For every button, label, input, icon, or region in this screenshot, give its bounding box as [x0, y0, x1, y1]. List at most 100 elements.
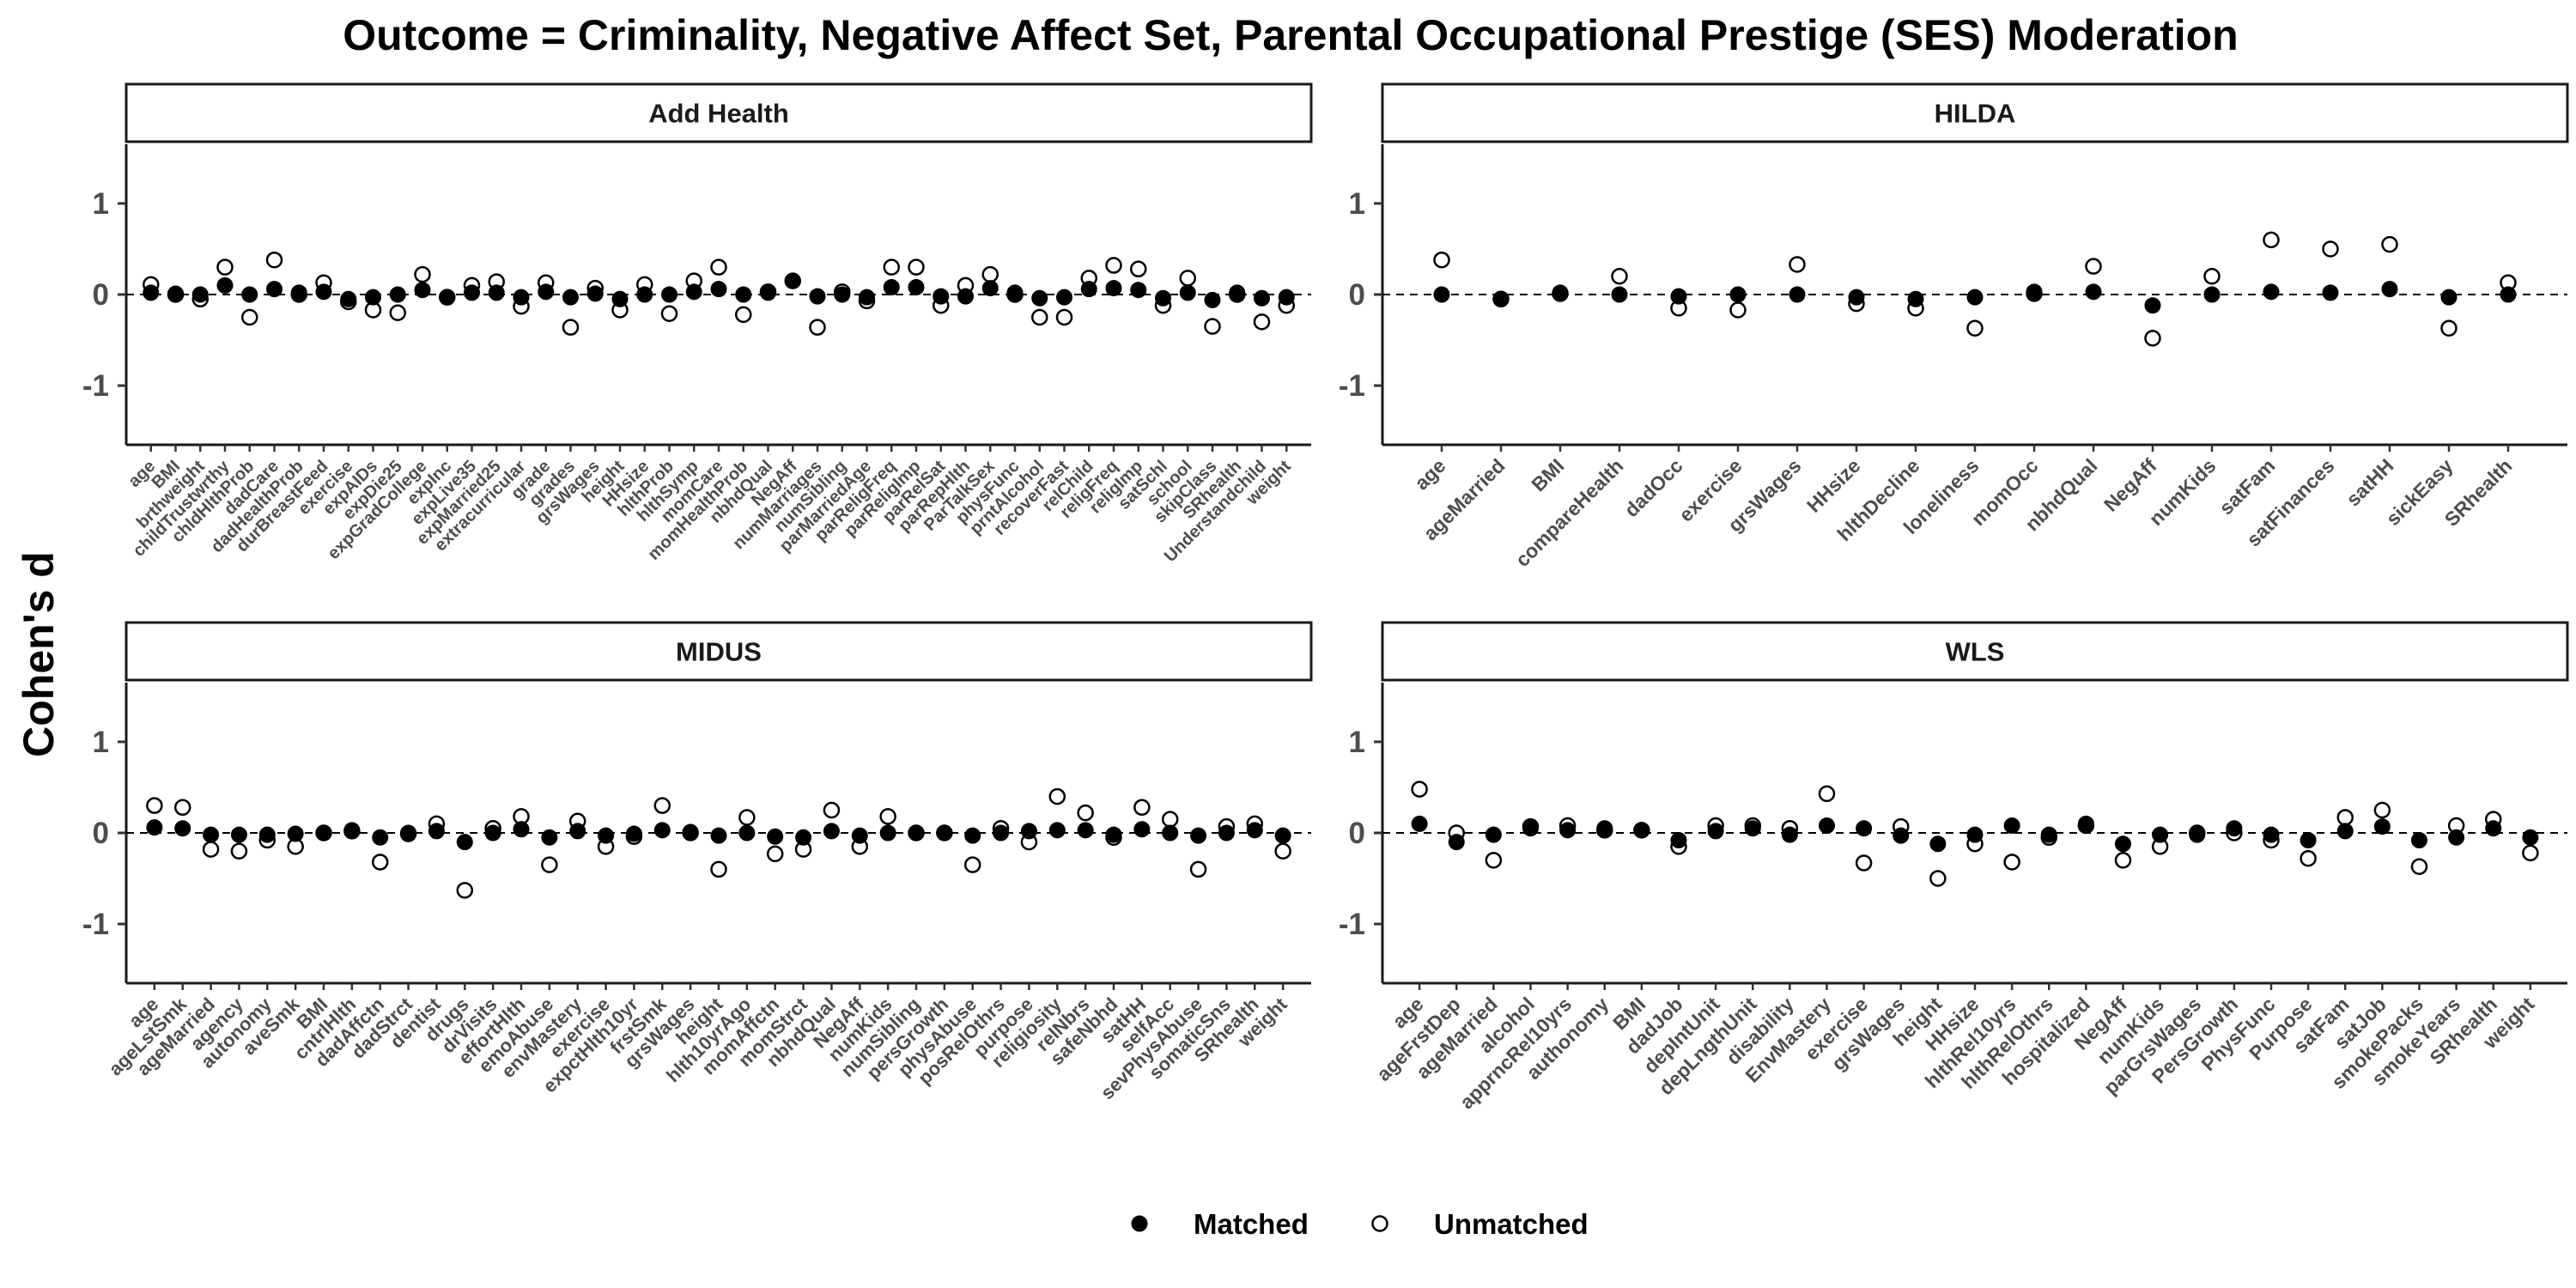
point-matched-numsibling — [834, 286, 851, 303]
point-matched-safenbhd — [1105, 826, 1122, 843]
point-matched-grades — [562, 289, 579, 306]
legend-label: Matched — [1194, 1208, 1309, 1240]
point-matched-grswages — [1893, 827, 1910, 844]
point-unmatched-physabuse — [963, 856, 981, 873]
point-matched-hlthrel10yrs — [2003, 817, 2020, 835]
point-unmatched-satjob — [2373, 801, 2391, 819]
point-unmatched-agelstsmk — [173, 799, 191, 817]
point-unmatched-childtrustwrthy — [216, 258, 234, 276]
point-matched-exercise — [1729, 286, 1747, 303]
point-unmatched-hlthrel10yrs — [2003, 854, 2020, 871]
point-matched-expaids — [365, 289, 381, 306]
point-matched-srhealth — [1229, 284, 1246, 301]
point-matched-age — [146, 819, 163, 836]
point-unmatched-smokepacks — [2410, 858, 2428, 875]
point-matched-hhsize — [1966, 826, 1984, 843]
point-matched-grswages — [682, 823, 699, 841]
point-unmatched-satfam — [2263, 231, 2280, 249]
point-matched-religimp — [1130, 282, 1147, 299]
point-matched-disability — [1781, 826, 1798, 843]
point-matched-parreligfreq — [883, 279, 900, 296]
point-matched-dadjob — [1670, 831, 1687, 848]
point-matched-smokepacks — [2411, 831, 2427, 848]
point-matched-expdie25 — [389, 286, 406, 303]
point-unmatched-prntalcohol — [1031, 308, 1048, 326]
point-unmatched-agemarried — [202, 841, 220, 858]
point-unmatched-momhealthprob — [735, 306, 752, 324]
point-unmatched-religiosity — [1048, 787, 1066, 805]
point-matched-envmastery — [569, 823, 586, 840]
point-matched-bmi — [1633, 822, 1650, 839]
point-unmatched-recoverfast — [1055, 308, 1073, 326]
point-unmatched-partalksex — [981, 265, 999, 283]
point-matched-weight — [1274, 827, 1291, 844]
point-matched-numkids — [2152, 826, 2169, 843]
y-tick-label: 0 — [93, 278, 109, 312]
point-matched-height — [611, 290, 629, 307]
y-tick-label: -1 — [82, 908, 109, 941]
point-unmatched-sathh — [1133, 799, 1151, 817]
point-unmatched-nbhdqual — [823, 801, 841, 819]
point-matched-loneliness — [1966, 289, 1984, 306]
point-matched-dadcare — [266, 281, 283, 298]
y-tick-label: -1 — [82, 369, 109, 403]
point-unmatched-weight — [1274, 842, 1291, 860]
point-matched-exercise — [1856, 820, 1873, 837]
point-matched-efforthlth — [513, 821, 530, 838]
point-matched-dentist — [428, 823, 445, 840]
point-unmatched-dadaffctn — [371, 854, 389, 871]
panel-strip — [125, 82, 1313, 143]
point-matched-age — [1433, 286, 1450, 303]
point-matched-brthweight — [191, 286, 209, 303]
point-unmatched-momcare — [710, 258, 727, 276]
panel-strip-label: HILDA — [1935, 99, 2016, 129]
point-matched-negaff — [2115, 835, 2131, 853]
point-matched-hospitalized — [2077, 815, 2094, 832]
point-matched-srhealth — [1246, 822, 1263, 839]
point-unmatched-negaff — [2144, 330, 2161, 347]
point-matched-somaticsns — [1218, 824, 1235, 841]
point-unmatched-expdie25 — [389, 304, 406, 321]
point-unmatched-parreligfreq — [883, 258, 900, 276]
point-unmatched-relnbrs — [1077, 804, 1094, 822]
point-unmatched-chldhlthprob — [241, 308, 258, 326]
point-unmatched-age — [1433, 251, 1450, 269]
point-matched-expinc — [439, 289, 456, 306]
panel-strip-label: Add Health — [648, 99, 789, 129]
point-matched-religiosity — [1048, 822, 1066, 839]
y-axis-label: Cohen's d — [15, 551, 63, 757]
point-matched-momocc — [2026, 283, 2043, 301]
panel-add-health: Add Health-101ageBMIbrthweightchildTrust… — [82, 82, 1313, 566]
point-matched-physfunc — [1006, 284, 1024, 301]
point-matched-numkids — [879, 824, 896, 841]
legend-item-matched: Matched — [1131, 1208, 1309, 1240]
point-matched-grswages — [586, 285, 604, 302]
point-unmatched-religfreq — [1105, 257, 1122, 274]
point-matched-hlthrelothrs — [2040, 826, 2057, 843]
point-matched-recoverfast — [1056, 289, 1072, 306]
point-matched-drugs — [456, 834, 473, 851]
y-tick-label: -1 — [1339, 369, 1365, 403]
panel-strip — [1381, 621, 2569, 682]
point-matched-negaff — [784, 272, 801, 289]
point-matched-age — [143, 284, 160, 301]
point-unmatched-religimp — [1130, 260, 1147, 278]
point-matched-persgrowth — [2226, 820, 2243, 837]
point-matched-dadhealthprob — [290, 284, 307, 301]
point-matched-purpose — [2300, 831, 2317, 848]
point-matched-alcohol — [1522, 820, 1539, 837]
point-matched-sickeasy — [2440, 289, 2458, 306]
point-unmatched-height — [1929, 870, 1947, 887]
point-unmatched-numkids — [2203, 268, 2221, 285]
point-matched-drvisits — [484, 824, 501, 841]
point-matched-religfreq — [1105, 280, 1122, 297]
y-tick-label: 0 — [93, 817, 109, 850]
point-matched-parmarriedage — [859, 289, 875, 306]
point-matched-negaff — [2144, 297, 2161, 314]
point-matched-purpose — [1020, 823, 1037, 840]
point-matched-age — [1411, 815, 1428, 832]
point-unmatched-satfam — [2336, 809, 2354, 826]
point-matched-envmastery — [1819, 817, 1835, 835]
point-matched-hhsize — [636, 286, 653, 303]
